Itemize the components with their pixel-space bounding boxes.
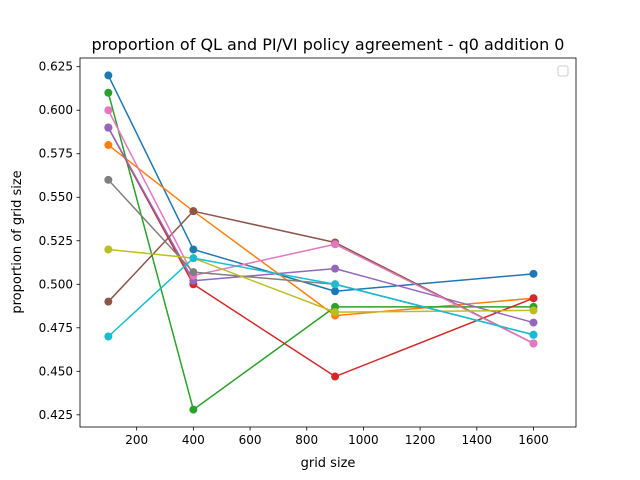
chart-title: proportion of QL and PI/VI policy agreem… <box>92 35 565 54</box>
data-point <box>189 405 198 414</box>
data-point <box>189 245 198 254</box>
x-tick-label: 1200 <box>405 433 436 447</box>
data-point <box>529 294 538 303</box>
series-line <box>107 109 535 345</box>
data-point <box>529 269 538 278</box>
data-point <box>104 141 113 150</box>
x-axis-label: grid size <box>301 456 356 471</box>
x-tick-label: 1400 <box>462 433 493 447</box>
x-tick-label: 1000 <box>348 433 379 447</box>
y-tick-label: 0.600 <box>39 103 73 117</box>
y-tick-label: 0.625 <box>39 60 73 74</box>
data-point <box>331 372 340 381</box>
data-point <box>331 287 340 296</box>
data-point <box>104 245 113 254</box>
data-point <box>331 240 340 249</box>
plot-frame <box>79 57 577 428</box>
y-tick-label: 0.550 <box>39 190 73 204</box>
data-point <box>189 268 198 277</box>
plot-area <box>79 57 577 428</box>
series-10 <box>104 254 538 341</box>
series-line <box>107 92 535 411</box>
y-tick-label: 0.500 <box>39 277 73 291</box>
y-tick-label: 0.525 <box>39 234 73 248</box>
data-point <box>331 280 340 289</box>
data-point <box>104 71 113 80</box>
data-point <box>104 106 113 115</box>
legend-box <box>557 65 569 77</box>
data-point <box>104 175 113 184</box>
data-point <box>189 254 198 263</box>
data-point <box>331 308 340 317</box>
y-tick-label: 0.575 <box>39 147 73 161</box>
data-point <box>189 207 198 216</box>
x-tick-label: 800 <box>295 433 318 447</box>
data-point <box>529 339 538 348</box>
x-tick-label: 600 <box>239 433 262 447</box>
data-point <box>529 318 538 327</box>
series-line <box>107 126 535 378</box>
y-tick-label: 0.450 <box>39 364 73 378</box>
series-line <box>107 257 535 338</box>
x-axis-ticks: 200 400 600 800 1000 1200 1400 1600 <box>125 427 549 447</box>
x-tick-label: 400 <box>182 433 205 447</box>
series-layer <box>104 71 538 414</box>
data-point <box>331 264 340 273</box>
series-line <box>107 74 535 292</box>
y-tick-label: 0.475 <box>39 321 73 335</box>
x-tick-label: 200 <box>125 433 148 447</box>
series-line <box>107 210 535 345</box>
x-tick-label: 1600 <box>518 433 549 447</box>
data-point <box>529 330 538 339</box>
series-line <box>107 248 535 313</box>
plot-background <box>80 58 576 427</box>
series-line <box>107 126 535 324</box>
y-axis-label: proportion of grid size <box>10 170 25 313</box>
data-point <box>104 123 113 132</box>
data-point <box>104 332 113 341</box>
data-point <box>104 297 113 306</box>
series-1 <box>104 71 538 296</box>
y-tick-label: 0.425 <box>39 408 73 422</box>
y-axis-ticks: 0.425 0.450 0.475 0.500 0.525 0.550 0.575 0.600… <box>39 60 80 422</box>
data-point <box>104 88 113 97</box>
data-point <box>529 306 538 315</box>
